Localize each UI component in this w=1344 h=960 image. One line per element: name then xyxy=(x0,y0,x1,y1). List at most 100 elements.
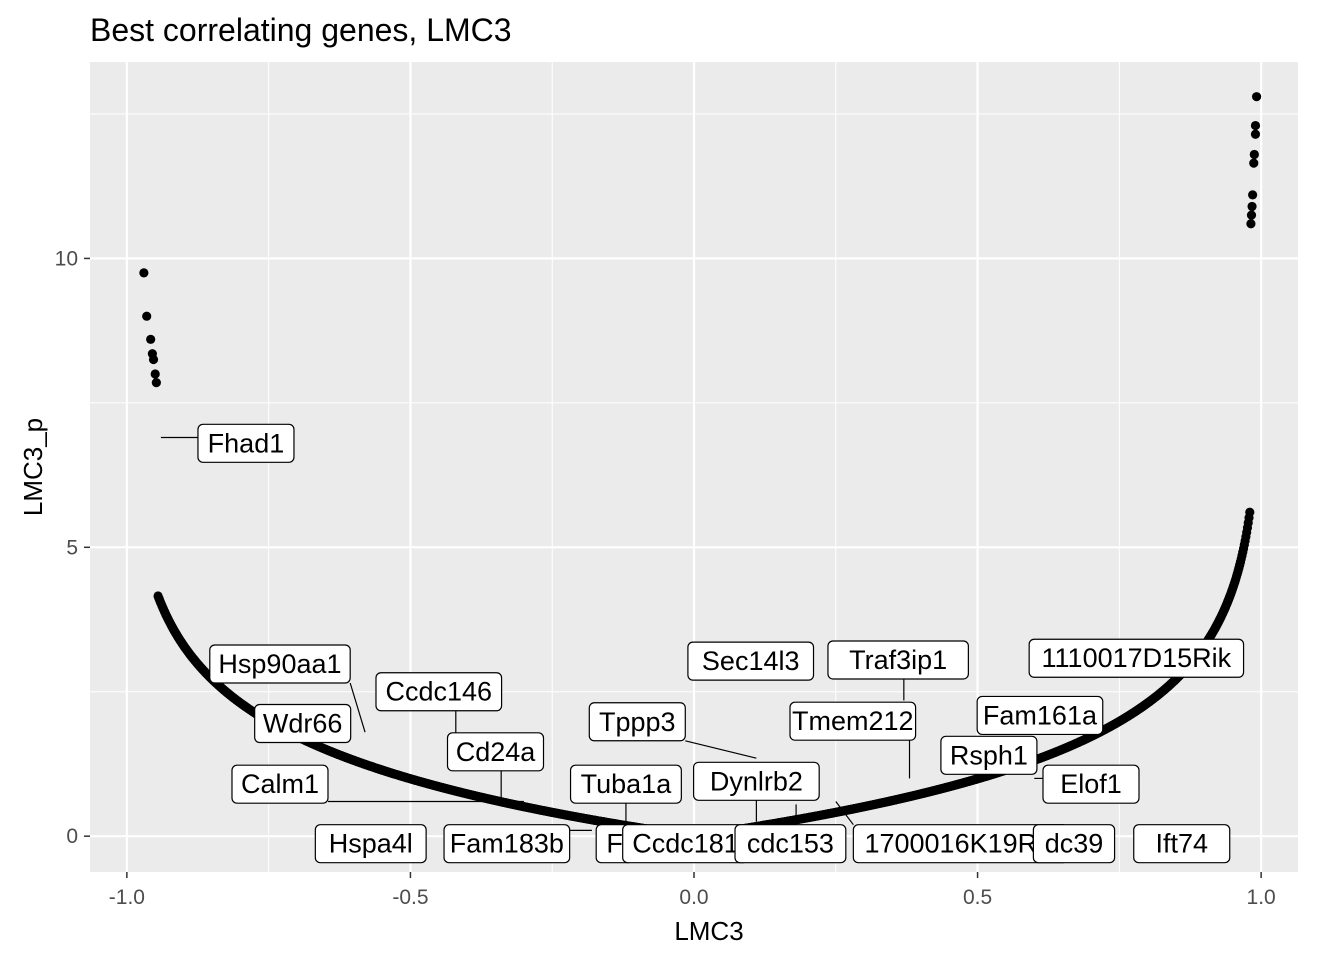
label-segment xyxy=(685,740,757,759)
gene-label-text: Dynlrb2 xyxy=(710,766,803,796)
label-segment xyxy=(349,682,366,733)
gene-label-box xyxy=(1028,638,1245,678)
gene-label-text: Ccdc181 xyxy=(632,829,739,859)
y-axis-title: LMC3_p xyxy=(18,418,48,516)
gene-label-box xyxy=(687,641,815,681)
gene-label: Hspa4l xyxy=(314,824,427,864)
gene-label: Ccdc146 xyxy=(375,672,503,712)
gene-label-box xyxy=(375,672,503,712)
gene-label-text: Calm1 xyxy=(241,769,319,799)
gene-label-box xyxy=(692,761,820,801)
gene-label: Traf3ip1 xyxy=(827,640,969,680)
gene-label-text: Elof1 xyxy=(1060,769,1122,799)
gene-label: Dynlrb2 xyxy=(692,761,820,801)
gene-label: Fam161a xyxy=(976,695,1104,736)
gene-label-text: Tuba1a xyxy=(581,769,673,799)
data-point xyxy=(1251,92,1262,102)
gene-label-text: Cd24a xyxy=(456,737,537,767)
gene-label: Hsp90aa1 xyxy=(209,644,351,684)
gene-label: Elof1 xyxy=(1042,764,1140,804)
gene-label: 1700016K19Rik xyxy=(852,824,1069,864)
x-tick-label: -1.0 xyxy=(109,886,145,909)
gene-label-box xyxy=(1032,824,1116,864)
gene-label: 1110017D15Rik xyxy=(1028,638,1245,678)
y-tick-label: 0 xyxy=(66,825,78,848)
data-point xyxy=(1248,190,1258,200)
gene-label-text: cdc153 xyxy=(747,829,834,859)
data-point xyxy=(151,378,161,388)
x-axis-ticks: -1.0 -0.5 0.0 0.5 1.0 xyxy=(109,872,1276,909)
gene-label-box xyxy=(789,701,917,741)
x-tick-label: 0.5 xyxy=(963,886,992,909)
gene-label-text: 1110017D15Rik xyxy=(1042,643,1232,673)
x-axis-title: LMC3 xyxy=(674,916,743,946)
gene-label-box xyxy=(569,764,682,804)
gene-label-text: Tmem212 xyxy=(792,706,914,736)
gene-label-box xyxy=(254,703,352,744)
gene-label-text: Traf3ip1 xyxy=(849,645,947,675)
y-tick-label: 10 xyxy=(55,247,78,270)
gene-label: Tuba1a xyxy=(569,764,682,804)
gene-label-box xyxy=(446,732,545,772)
gene-label-box xyxy=(588,702,686,742)
data-point xyxy=(1250,120,1261,131)
gene-label-box xyxy=(1042,764,1140,804)
data-point xyxy=(142,311,152,321)
data-point xyxy=(1246,219,1256,229)
gene-label-text: Fhad1 xyxy=(208,428,285,458)
gene-label: Tmem212 xyxy=(789,701,917,741)
data-point xyxy=(146,334,156,344)
x-tick-label: 1.0 xyxy=(1247,886,1276,909)
gene-label: Fam183b xyxy=(443,824,571,864)
gene-label-text: Hsp90aa1 xyxy=(218,649,341,679)
gene-label: cdc153 xyxy=(734,824,847,864)
data-point xyxy=(139,268,149,278)
gene-label-text: Rsph1 xyxy=(950,740,1028,770)
gene-label-box xyxy=(827,640,969,680)
y-axis-ticks: 0 5 10 xyxy=(55,247,90,848)
gene-label-text: Fam161a xyxy=(983,700,1098,730)
gene-label-text: dc39 xyxy=(1045,829,1104,859)
gene-label: Rsph1 xyxy=(940,735,1038,775)
x-tick-label: 0.0 xyxy=(679,886,708,909)
gene-label-box xyxy=(976,695,1104,736)
data-point xyxy=(1247,201,1257,212)
gene-label: Cd24a xyxy=(446,732,545,772)
gene-label-box xyxy=(1133,824,1231,864)
gene-label: dc39 xyxy=(1032,824,1116,864)
gene-label-text: F xyxy=(606,829,623,859)
gene-label-box xyxy=(734,824,847,864)
data-point xyxy=(1246,210,1257,220)
gene-label-box xyxy=(197,423,295,463)
gene-label-text: Wdr66 xyxy=(263,709,343,739)
y-tick-label: 5 xyxy=(66,536,78,559)
gene-label-text: Sec14l3 xyxy=(702,646,800,676)
data-point xyxy=(150,369,160,379)
gene-label-box xyxy=(231,764,329,804)
x-tick-label: -0.5 xyxy=(392,886,428,909)
gene-label: Ift74 xyxy=(1133,824,1231,864)
gene-label-text: 1700016K19Rik xyxy=(864,829,1057,859)
gene-label: Ccdc181 xyxy=(622,824,749,864)
gene-label-box xyxy=(209,644,351,684)
data-point xyxy=(1245,507,1255,517)
gene-label-box xyxy=(314,824,427,864)
gene-label: Wdr66 xyxy=(254,703,352,744)
gene-label-text: Fam183b xyxy=(450,829,564,859)
gene-label-box xyxy=(940,735,1038,775)
gene-label: Calm1 xyxy=(231,764,329,804)
gene-label-text: Ift74 xyxy=(1155,829,1208,859)
gene-label: Fhad1 xyxy=(197,423,295,463)
data-point xyxy=(1249,149,1259,160)
data-point xyxy=(148,354,159,365)
label-segment xyxy=(835,801,854,826)
gene-label-box xyxy=(443,824,571,864)
gene-label-text: Ccdc146 xyxy=(385,677,492,707)
gene-label: Sec14l3 xyxy=(687,641,815,681)
gene-labels: Fhad1 Hsp90aa1 Ccdc146 Wdr66 Cd24a Calm1 Tuba1… xyxy=(197,423,1245,864)
data-point xyxy=(1249,158,1259,168)
chart-title: Best correlating genes, LMC3 xyxy=(90,12,512,48)
gene-label-text: Hspa4l xyxy=(329,829,413,859)
gene-label: Tppp3 xyxy=(588,702,686,742)
